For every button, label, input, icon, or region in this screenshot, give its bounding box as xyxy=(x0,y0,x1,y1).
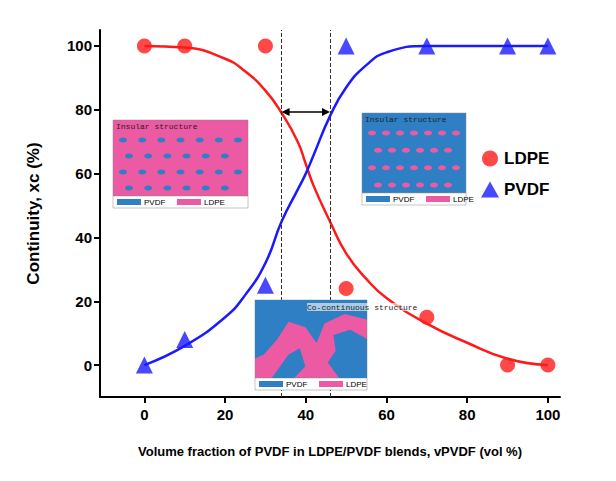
svg-text:60: 60 xyxy=(75,165,92,182)
svg-text:LDPE: LDPE xyxy=(346,380,367,389)
svg-text:20: 20 xyxy=(217,406,234,423)
svg-text:Continuity, xc (%): Continuity, xc (%) xyxy=(24,142,43,284)
svg-text:LDPE: LDPE xyxy=(504,149,549,168)
svg-text:40: 40 xyxy=(297,406,314,423)
svg-text:LDPE: LDPE xyxy=(453,195,474,204)
svg-text:Insular structure: Insular structure xyxy=(365,115,447,124)
svg-text:80: 80 xyxy=(75,101,92,118)
svg-text:100: 100 xyxy=(535,406,560,423)
svg-text:PVDF: PVDF xyxy=(393,195,414,204)
svg-text:Insular structure: Insular structure xyxy=(116,122,198,131)
svg-text:PVDF: PVDF xyxy=(286,380,307,389)
svg-text:Co-continuous structure: Co-continuous structure xyxy=(307,303,418,312)
svg-text:100: 100 xyxy=(67,37,92,54)
svg-text:PVDF: PVDF xyxy=(504,180,549,199)
svg-text:80: 80 xyxy=(459,406,476,423)
svg-text:LDPE: LDPE xyxy=(204,198,225,207)
svg-text:0: 0 xyxy=(140,406,148,423)
svg-text:0: 0 xyxy=(84,357,92,374)
svg-text:PVDF: PVDF xyxy=(144,198,165,207)
svg-text:40: 40 xyxy=(75,229,92,246)
svg-text:20: 20 xyxy=(75,293,92,310)
svg-text:Volume fraction of PVDF in LDP: Volume fraction of PVDF in LDPE/PVDF ble… xyxy=(138,444,522,459)
svg-text:60: 60 xyxy=(378,406,395,423)
